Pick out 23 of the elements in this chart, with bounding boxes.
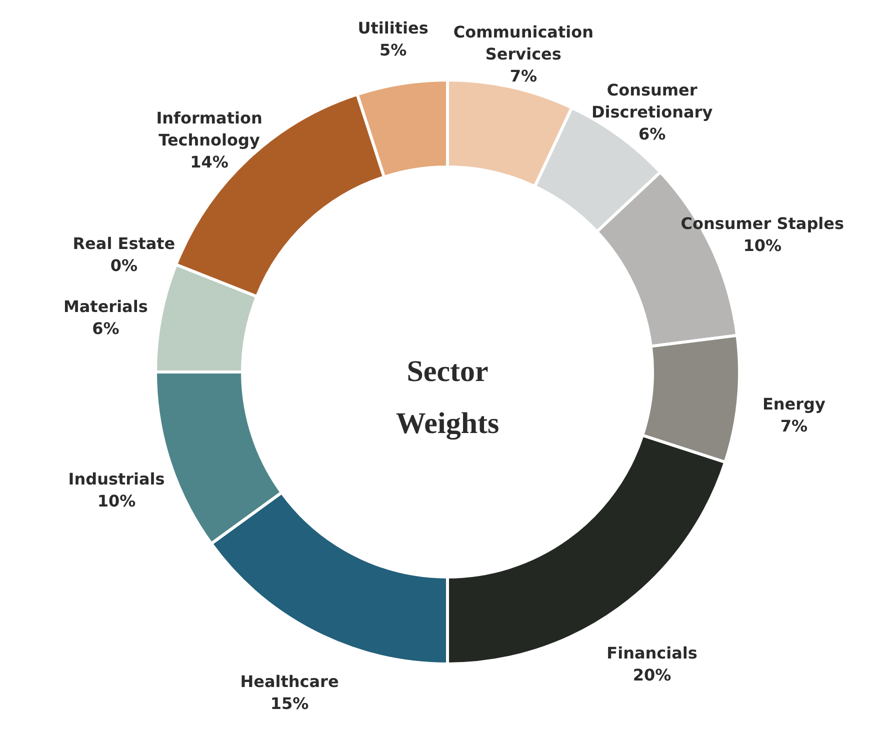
data-label: 6%: [638, 124, 666, 144]
text: 0%: [110, 256, 138, 275]
data-label: 10%: [743, 236, 782, 255]
data-label: 10%: [97, 492, 136, 511]
category-label: Real Estate: [72, 234, 176, 253]
data-label: 14%: [190, 152, 228, 172]
data-label: 5%: [379, 40, 407, 60]
slice-label: Energy: [762, 394, 826, 414]
slice-label: Utilities: [358, 18, 428, 38]
slice-label: Consumer Discretionary: [591, 80, 714, 122]
data-label: 20%: [632, 666, 672, 685]
data-label: 15%: [270, 694, 309, 714]
slice-label: Consumer Staples: [680, 214, 844, 233]
slice-label: Healthcare: [240, 672, 339, 692]
slice-label: Materials: [63, 296, 148, 316]
data-label: 7%: [510, 66, 537, 86]
slice-label: Communication Services: [453, 22, 594, 64]
data-label: 7%: [780, 416, 808, 436]
slice-label: Financials: [606, 644, 698, 663]
text: Sector Weights: [396, 355, 500, 440]
slice-label: Information Technology: [156, 108, 262, 150]
slice-label: Industrials: [68, 470, 165, 489]
data-label: 6%: [92, 318, 120, 338]
